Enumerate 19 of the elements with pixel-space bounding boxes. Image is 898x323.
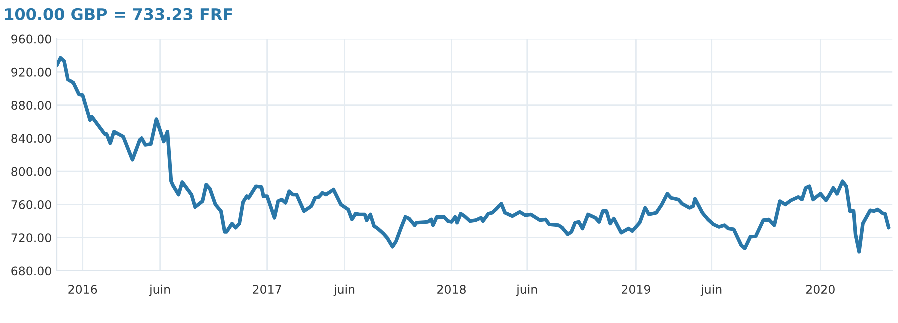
x-tick-label: 2017 [253,285,282,294]
y-tick-label: 800.00 [12,167,52,176]
x-tick-label: juin [334,284,355,296]
y-tick-label: 960.00 [12,34,52,44]
y-tick-label: 760.00 [12,200,52,210]
y-tick-label: 680.00 [12,266,52,276]
x-tick-label: 2016 [68,285,98,294]
y-tick-label: 840.00 [12,134,52,144]
x-tick-label: 2019 [622,285,650,294]
line-series [57,56,891,254]
x-tick-label: 2020 [806,285,835,294]
x-tick-label: juin [516,284,538,296]
y-tick-label: 880.00 [12,101,52,110]
y-tick-label: 720.00 [12,234,52,243]
x-tick-label: juin [149,284,170,296]
y-tick-label: 920.00 [12,68,52,77]
x-tick-label: 2018 [438,285,466,294]
x-tick-label: juin [700,284,722,296]
chart-title: 100.00 GBP = 733.23 FRF [5,8,232,20]
